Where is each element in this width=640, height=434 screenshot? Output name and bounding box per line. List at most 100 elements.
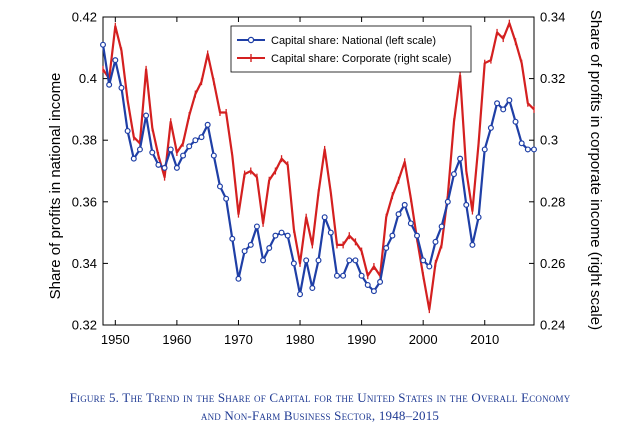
data-point-national [364,281,371,288]
data-point-national [130,155,137,162]
data-point-national [173,164,180,171]
legend-national-label: Capital share: National (left scale) [271,35,436,47]
data-point-national [223,195,230,202]
data-point-national [118,84,125,91]
data-point-national [106,81,113,88]
data-point-national [180,152,187,159]
y-left-tick-label: 0.42 [72,10,97,25]
data-point-national [272,232,279,239]
data-point-national [216,183,223,190]
data-point-national [309,285,316,292]
data-point-national [241,248,248,255]
legend: Capital share: National (left scale) Cap… [230,25,472,73]
data-point-national [530,146,537,153]
chart-series [99,19,537,314]
data-point-national [475,214,482,221]
y-axis-left-label: Share of profits in national income [47,73,64,300]
y-left-tick-label: 0.36 [72,194,97,209]
data-point-national [438,223,445,230]
data-point-national [420,257,427,264]
data-point-national [352,257,359,264]
data-point-national [284,232,291,239]
data-point-national [192,137,199,144]
data-point-national [346,257,353,264]
plot-frame [102,16,535,326]
data-point-national [377,278,384,285]
data-point-national [315,257,322,264]
data-point-national [247,241,254,248]
legend-corporate-label: Capital share: Corporate (right scale) [271,53,451,65]
data-point-national [370,288,377,295]
data-point-national [155,161,162,168]
data-point-national [512,118,519,125]
y-left-tick-label: 0.38 [72,133,97,148]
x-tick-label: 1990 [347,332,376,347]
data-point-national [303,257,310,264]
data-point-national [395,211,402,218]
y-axis-right-label: Share of profits in corporate income (ri… [587,10,604,330]
data-point-national [229,235,236,242]
y-right-tick-label: 0.24 [540,318,565,333]
data-point-national [297,291,304,298]
data-point-national [278,229,285,236]
data-point-national [235,275,242,282]
data-point-national [524,146,531,153]
data-point-national [426,263,433,270]
data-point-national [149,149,156,156]
data-point-national [260,257,267,264]
x-tick-label: 1950 [101,332,130,347]
data-point-national [401,201,408,208]
data-point-national [444,198,451,205]
data-point-national [186,143,193,150]
data-point-national [112,57,119,64]
data-point-national [481,146,488,153]
data-point-national [469,241,476,248]
y-right-tick-label: 0.34 [540,10,565,25]
series-line-national [101,44,534,296]
data-point-national [321,214,328,221]
data-point-national [506,97,513,104]
figure-caption-line-2: and Non-Farm Business Sector, 1948–2015 [200,408,440,423]
chart-axes: 1950 1960 1970 1980 1990 2000 2010 0.32 0.34 0.36… [72,10,566,348]
data-point-national [167,146,174,153]
data-point-national [407,220,414,227]
y-left-tick-label: 0.32 [72,318,97,333]
data-point-national [450,171,457,178]
data-point-national [210,152,217,159]
data-point-national [432,238,439,245]
legend-box [230,25,472,73]
data-point-national [500,106,507,113]
data-point-national [161,164,168,171]
data-point-national [327,229,334,236]
data-point-national [463,201,470,208]
data-point-national [389,232,396,239]
x-tick-label: 2000 [409,332,438,347]
data-point-national [333,272,340,279]
y-left-tick-label: 0.4 [79,71,97,86]
x-tick-label: 2010 [470,332,499,347]
data-point-national [358,272,365,279]
data-point-national [290,260,297,267]
data-point-national [518,140,525,147]
x-tick-label: 1980 [286,332,315,347]
data-point-national [487,124,494,131]
chart: 1950 1960 1970 1980 1990 2000 2010 0.32 0.34 0.36… [47,10,604,348]
x-tick-label: 1970 [224,332,253,347]
data-point-national [198,134,205,141]
data-point-national [414,232,421,239]
y-right-tick-label: 0.26 [540,256,565,271]
data-point-national [494,100,501,107]
y-left-tick-label: 0.34 [72,256,97,271]
data-point-national [457,155,464,162]
data-point-national [340,272,347,279]
data-point-national [383,245,390,252]
data-point-national [266,245,273,252]
data-point-national [143,112,150,119]
data-point-national [136,146,143,153]
x-tick-label: 1960 [162,332,191,347]
figure-caption-line-1: Figure 5. The Trend in the Share of Capi… [69,390,571,405]
data-point-national [99,41,106,48]
y-right-tick-label: 0.32 [540,71,565,86]
y-right-tick-label: 0.3 [540,133,558,148]
data-point-national [204,121,211,128]
